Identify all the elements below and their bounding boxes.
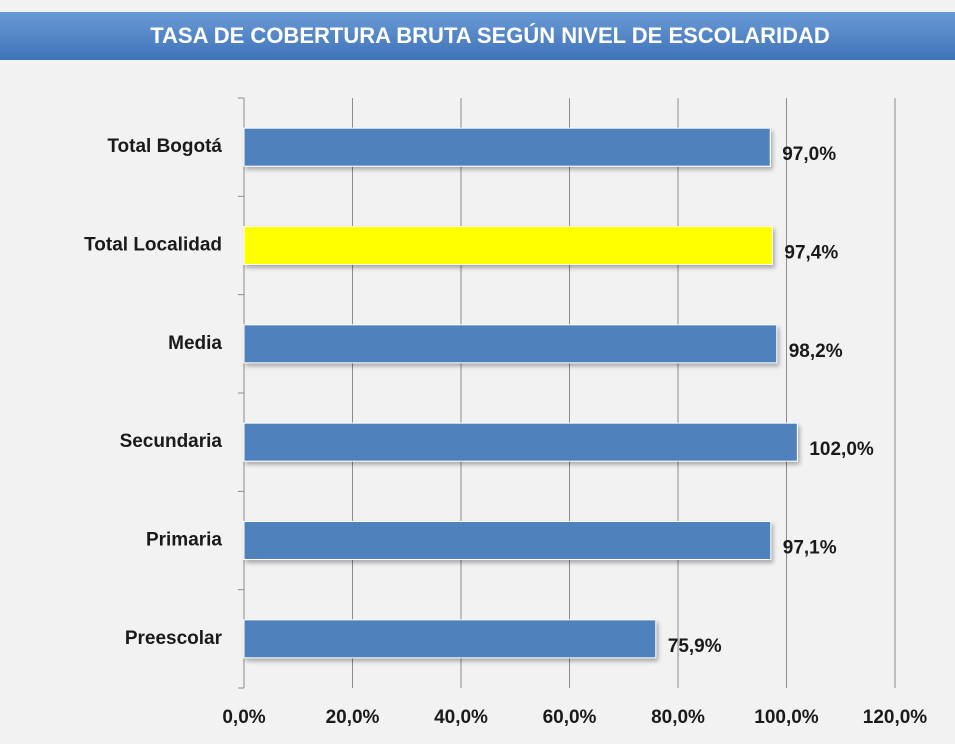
x-tick-label: 120,0%: [863, 707, 928, 728]
bar: [243, 619, 657, 659]
bar: [243, 127, 771, 167]
x-tick-label: 100,0%: [754, 707, 819, 728]
x-tick-label: 80,0%: [651, 707, 705, 728]
x-tick-label: 40,0%: [434, 707, 488, 728]
bar: [243, 521, 772, 560]
data-label: 102,0%: [809, 439, 874, 460]
y-tick-label: Primaria: [146, 530, 222, 551]
y-tick-label: Media: [168, 333, 222, 354]
data-label: 97,0%: [782, 144, 836, 165]
title-bar: [0, 12, 955, 60]
x-tick-label: 60,0%: [543, 707, 597, 728]
y-tick-label: Secundaria: [120, 431, 223, 452]
x-tick-label: 20,0%: [326, 707, 380, 728]
y-tick-label: Preescolar: [125, 628, 223, 649]
y-tick-label: Total Localidad: [84, 235, 222, 256]
data-label: 97,1%: [783, 538, 837, 559]
bar: [243, 422, 798, 462]
data-label: 98,2%: [789, 341, 843, 362]
chart-title: TASA DE COBERTURA BRUTA SEGÚN NIVEL DE E…: [150, 23, 830, 48]
data-label: 97,4%: [784, 243, 838, 264]
data-label: 75,9%: [668, 636, 722, 657]
bar: [243, 226, 773, 265]
bar: [243, 324, 778, 364]
y-tick-label: Total Bogotá: [107, 136, 222, 157]
x-tick-label: 0,0%: [222, 707, 265, 728]
